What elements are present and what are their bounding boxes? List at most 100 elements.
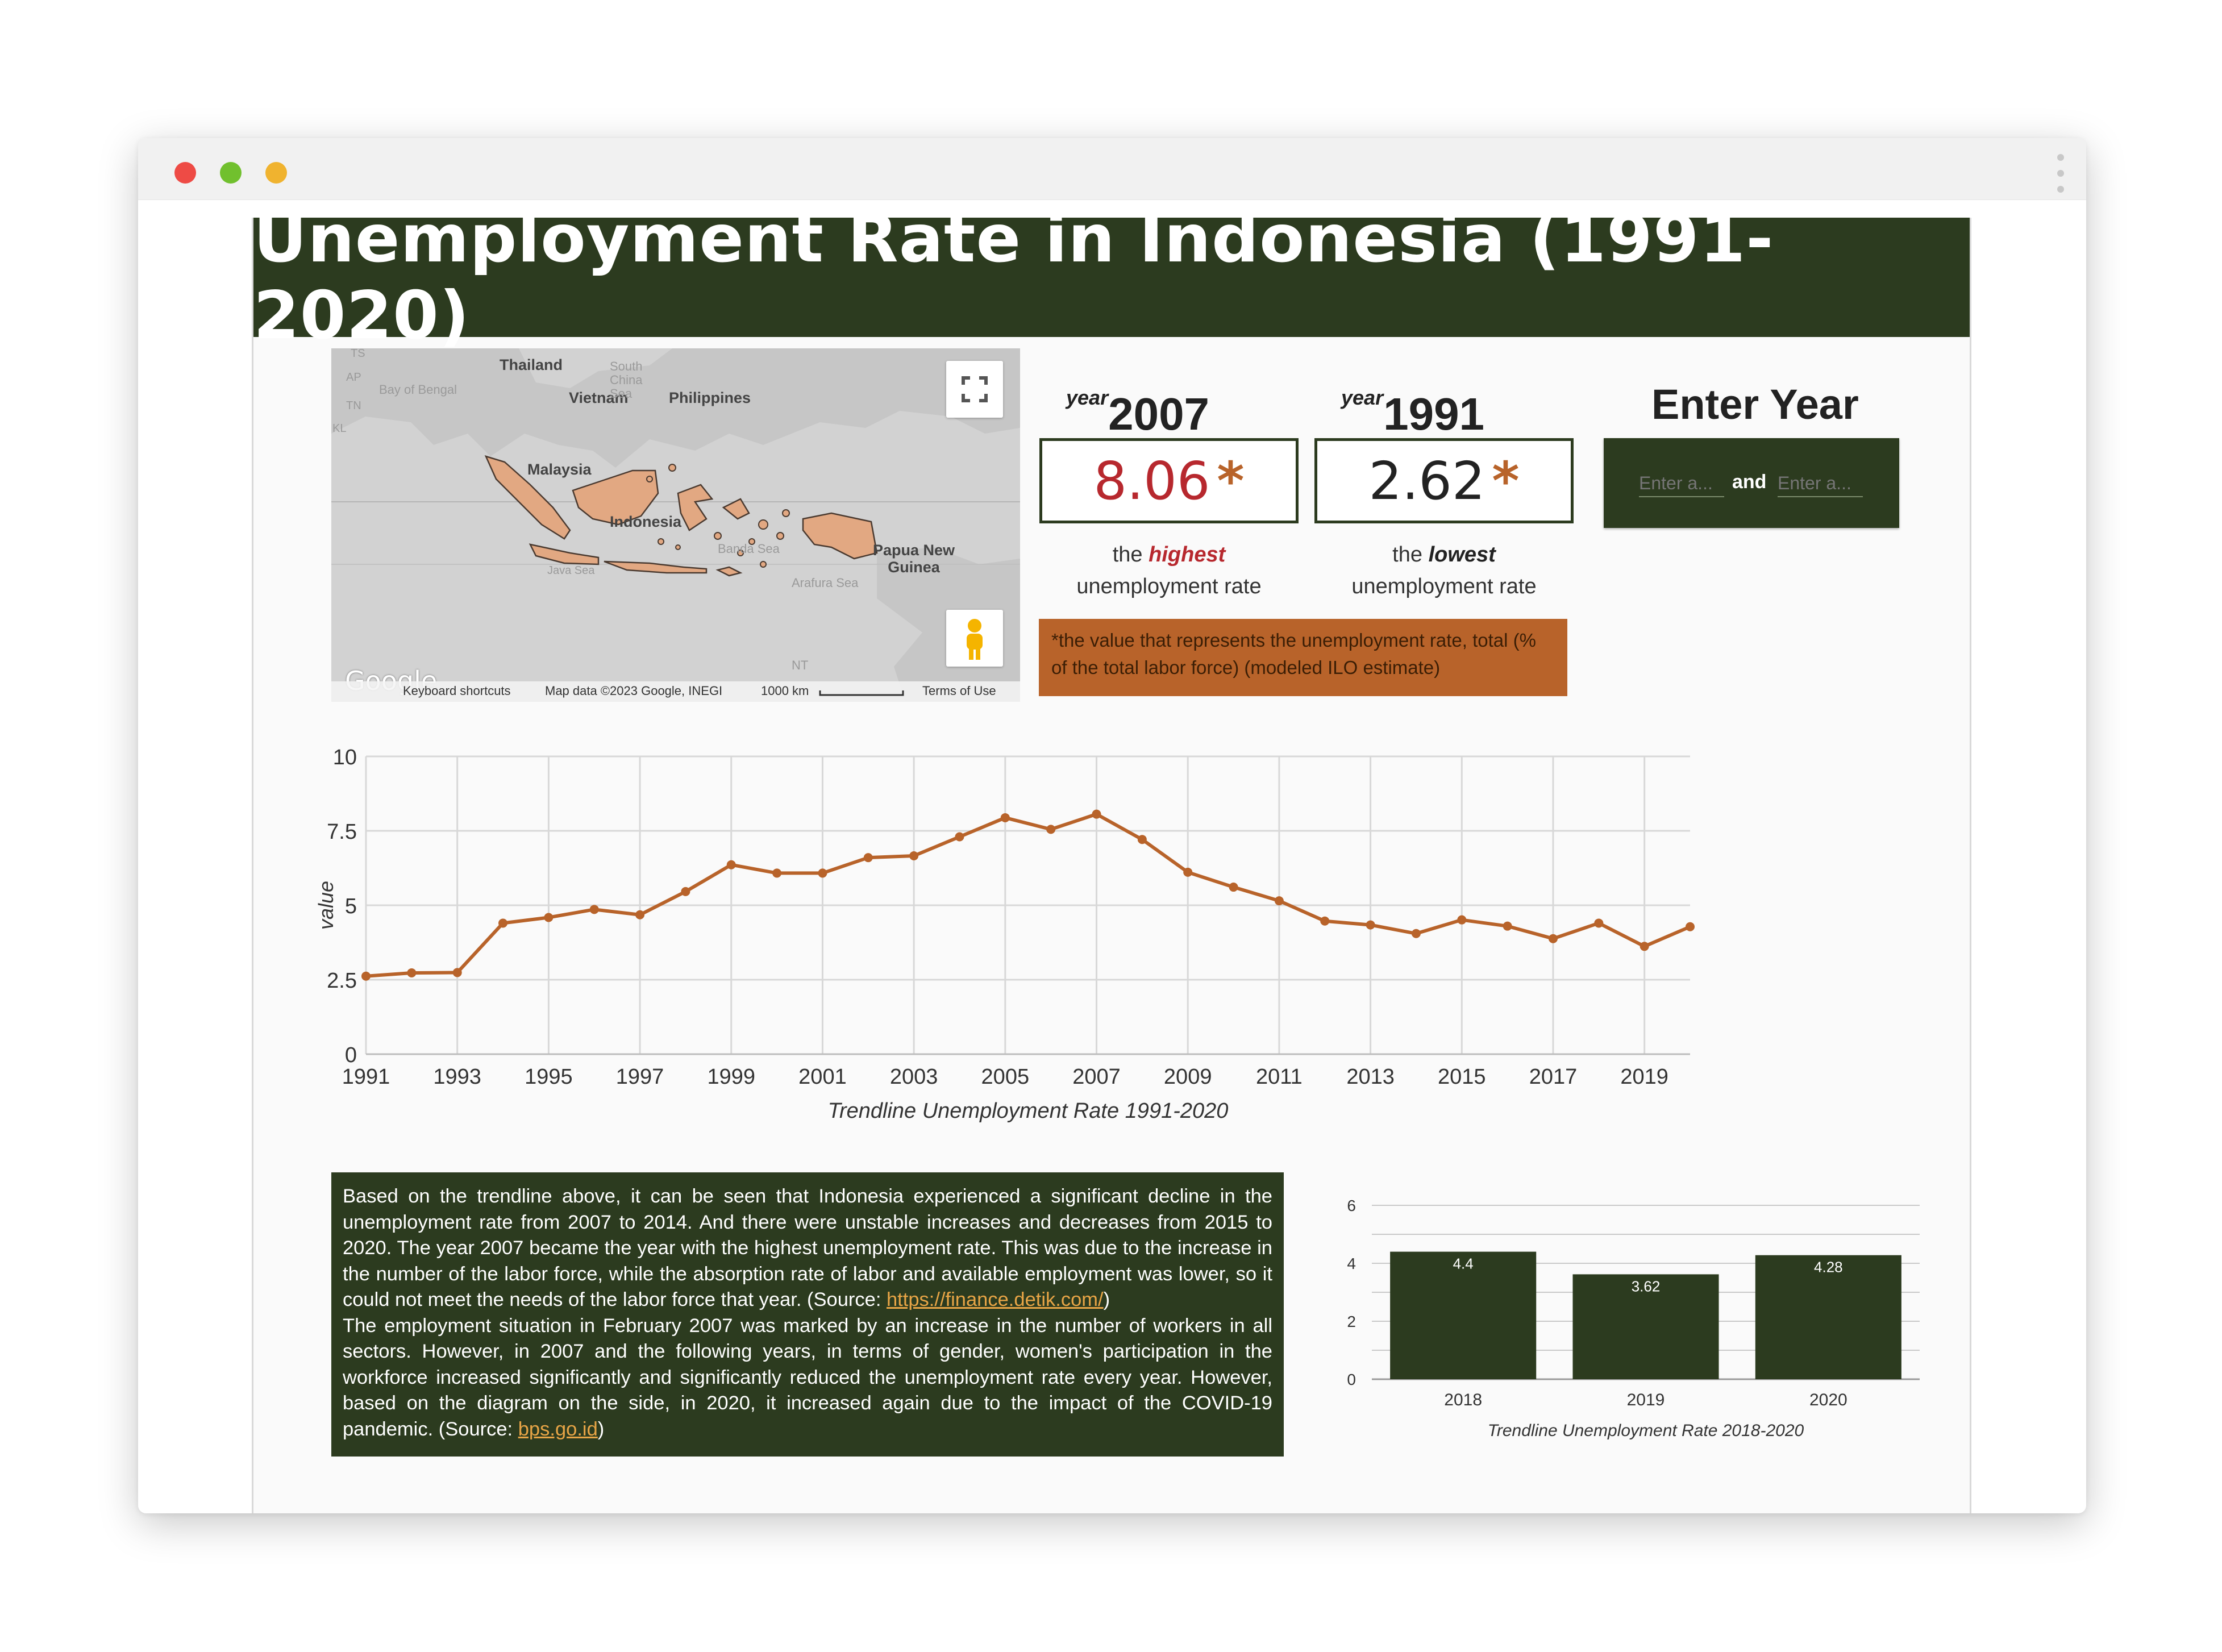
scale-label: 1000 km [761,684,809,698]
data-point [863,853,873,863]
map-label: TN [346,400,361,412]
minimize-window-button[interactable] [220,162,242,184]
fullscreen-button[interactable] [946,361,1003,418]
map-label: NT [792,658,809,672]
narrative-text: Based on the trendline above, it can be … [331,1172,1284,1457]
x-tick-label: 2019 [1627,1391,1665,1409]
data-point [1229,883,1238,892]
data-point [1046,825,1056,834]
terms-of-use-link[interactable]: Terms of Use [922,684,996,698]
data-point [1183,867,1193,877]
data-point [1457,915,1467,925]
bar-value-label: 3.62 [1632,1278,1661,1295]
scorecard-year-header: year1991 [1341,386,1485,440]
map-label: Malaysia [527,461,592,478]
x-tick-label: 1997 [616,1065,664,1089]
highest-rate-scorecard: 8.06 * [1039,438,1299,523]
data-point [1548,934,1558,943]
more-options-icon[interactable] [2057,154,2065,193]
x-tick-label: 1991 [342,1065,390,1089]
x-tick-label: 2018 [1444,1391,1482,1409]
source-link-bps[interactable]: bps.go.id [518,1418,598,1440]
map-label: Papua New Guinea [872,542,955,576]
unemployment-bar-chart: 0 2 4 6 4.4 2018 3.62 2019 4.28 2020 Trendline Une… [1347,1197,1920,1440]
caption-emphasis: lowest [1428,543,1496,567]
bar [1390,1251,1537,1379]
map-canvas [331,348,1020,702]
caption-emphasis: highest [1149,543,1226,567]
close-window-button[interactable] [174,162,196,184]
page-title: Unemployment Rate in Indonesia (1991-202… [253,201,1774,354]
indonesia-map[interactable]: Thailand Vietnam Philippines Malaysia In… [331,348,1020,702]
source-link-detik[interactable]: https://finance.detik.com/ [887,1289,1104,1310]
y-tick-label: 2.5 [327,969,357,993]
year-value: 2007 [1108,389,1210,439]
y-tick-label: 6 [1347,1197,1356,1214]
x-tick-label: 2019 [1620,1065,1668,1089]
bar [1755,1255,1901,1379]
lowest-rate-scorecard: 2.62 * [1314,438,1574,523]
street-view-button[interactable] [946,610,1003,667]
x-tick-label: 2013 [1346,1065,1395,1089]
x-tick-label: 2007 [1072,1065,1121,1089]
data-point [955,832,964,842]
browser-window: Unemployment Rate in Indonesia (1991-202… [138,138,2086,1513]
data-point [361,971,371,981]
data-point [635,910,645,919]
data-point [1320,916,1330,926]
data-point [407,968,417,977]
data-point [909,851,919,861]
title-banner: Unemployment Rate in Indonesia (1991-202… [253,201,1970,354]
unemployment-line-chart: 0 2.5 5 7.5 10 1991 1993 1995 1997 1999 2001 2003 20… [314,746,1695,1123]
y-tick-label: 2 [1347,1313,1356,1330]
x-tick-label: 2001 [798,1065,847,1089]
map-label: Java Sea [547,564,595,577]
indonesia-islands [646,464,790,568]
scorecard-value: 2.62 [1368,450,1486,511]
map-label: AP [346,371,361,384]
year-range-filter: and [1604,438,1899,528]
land-mass [331,348,1020,468]
maximize-window-button[interactable] [265,162,287,184]
map-label: Philippines [669,389,751,406]
data-point [681,887,690,896]
map-label: South China Sea [610,359,643,401]
keyboard-shortcuts-link[interactable]: Keyboard shortcuts [403,684,511,698]
data-point [452,968,462,977]
y-tick-label: 4 [1347,1255,1356,1272]
fullscreen-icon [962,376,988,402]
x-tick-label: 2017 [1529,1065,1578,1089]
data-point [1274,896,1284,906]
x-tick-label: 1995 [525,1065,573,1089]
x-axis-label: Trendline Unemployment Rate 2018-2020 [1488,1421,1804,1440]
data-point [498,918,508,928]
map-label: Vietnam [569,389,629,406]
data-point [1411,929,1421,938]
data-point [1686,922,1695,931]
x-tick-label: 2020 [1809,1391,1847,1409]
data-point [818,868,827,878]
dashboard: Unemployment Rate in Indonesia (1991-202… [252,201,1971,1513]
data-point [726,860,736,869]
scorecard-year-header: year2007 [1066,386,1210,440]
map-label: Arafura Sea [792,576,859,590]
y-tick-label: 0 [345,1043,357,1067]
y-tick-label: 5 [345,894,357,918]
x-tick-label: 2003 [890,1065,938,1089]
pegman-icon [967,619,983,660]
data-point [589,905,599,914]
map-footer: Keyboard shortcuts Map data ©2023 Google… [331,681,1020,702]
y-tick-label: 10 [333,746,357,769]
scorecard-caption: the highest unemployment rate [1076,543,1262,598]
map-label: KL [332,422,347,435]
range-joiner: and [1732,471,1767,493]
y-tick-label: 7.5 [327,820,357,844]
data-point [1594,918,1604,928]
data-point [1137,835,1147,844]
start-year-input[interactable] [1639,470,1724,497]
end-year-input[interactable] [1778,470,1863,497]
x-axis-label: Trendline Unemployment Rate 1991-2020 [828,1099,1229,1123]
enter-year-heading: Enter Year [1651,381,1859,428]
map-label: Indonesia [610,513,682,530]
year-value: 1991 [1383,389,1485,439]
